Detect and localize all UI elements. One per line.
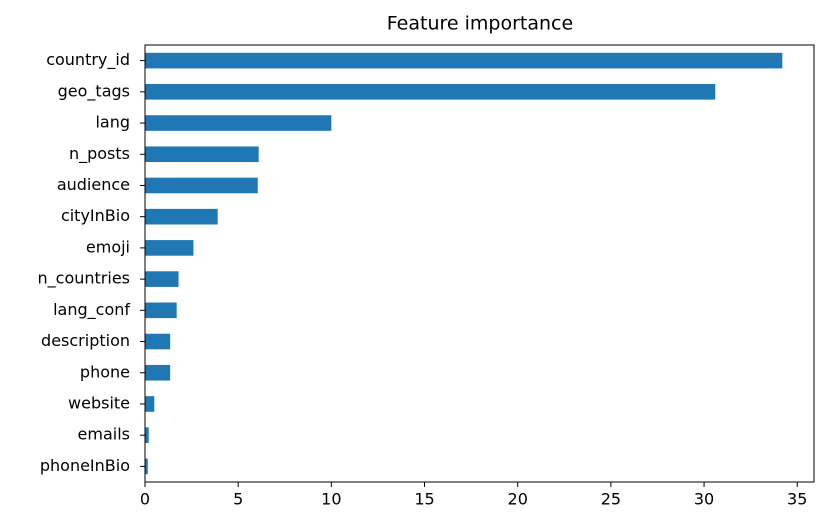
bar [145,240,194,256]
bar [145,302,177,319]
y-tick-label: n_posts [69,144,130,164]
x-tick-label: 30 [694,490,714,509]
bar [145,364,171,381]
x-tick-label: 0 [140,490,150,509]
bar [145,115,332,131]
bar [145,427,149,443]
x-tick-label: 5 [233,490,243,509]
y-tick-label: website [68,393,130,412]
bar [145,146,259,163]
y-tick-label: geo_tags [58,81,130,101]
x-tick-label: 10 [321,490,341,509]
y-tick-label: phoneInBio [40,456,130,475]
y-tick-label: cityInBio [61,206,130,225]
bar [145,458,148,475]
y-tick-label: emoji [86,237,130,256]
y-tick-label: phone [80,362,130,381]
bar [145,396,155,412]
chart-title: Feature importance [387,13,573,35]
y-tick-label: country_id [46,50,130,70]
y-tick-label: description [41,331,130,350]
x-tick-label: 25 [601,490,621,509]
y-tick-label: audience [57,175,130,194]
y-tick-label: lang_conf [53,300,130,320]
bar [145,333,171,350]
y-tick-label: n_countries [38,269,130,289]
bar [145,84,716,100]
plot-frame [144,44,815,483]
x-tick-label: 35 [787,490,807,509]
x-tick-label: 20 [508,490,528,509]
y-tick-label: emails [78,425,130,444]
bar [145,271,179,287]
bar [145,208,218,225]
bar [145,52,783,69]
x-tick-label: 15 [414,490,434,509]
y-tick-label: lang [95,113,130,132]
bar [145,177,258,194]
